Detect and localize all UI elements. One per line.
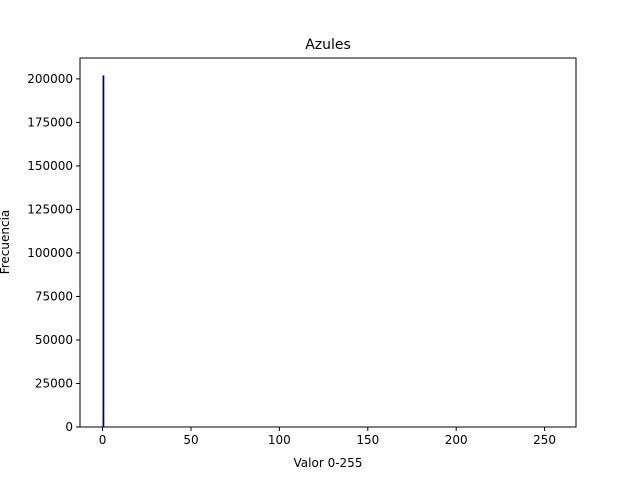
plot-area — [80, 58, 576, 427]
x-tick-label: 250 — [533, 433, 556, 447]
y-tick-label: 200000 — [27, 72, 73, 86]
y-tick-label: 150000 — [27, 159, 73, 173]
x-tick-label: 50 — [183, 433, 198, 447]
y-tick-label: 175000 — [27, 115, 73, 129]
chart-title: Azules — [305, 37, 351, 53]
y-tick-label: 25000 — [35, 376, 73, 390]
y-axis-label: Frecuencia — [0, 210, 12, 275]
y-axis-ticks: 0 25000 50000 75000 100000 125000 150000 175000… — [27, 72, 80, 434]
x-tick-label: 150 — [356, 433, 379, 447]
plot-frame — [79, 57, 577, 428]
x-axis-ticks: 0 50 100 150 200 250 — [99, 427, 556, 447]
x-tick-label: 0 — [99, 433, 107, 447]
bars-group — [102, 75, 105, 427]
y-tick-label: 125000 — [27, 202, 73, 216]
x-axis-label: Valor 0-255 — [294, 456, 363, 470]
y-tick-label: 100000 — [27, 246, 73, 260]
y-tick-label: 50000 — [35, 333, 73, 347]
x-tick-label: 200 — [445, 433, 468, 447]
y-tick-label: 75000 — [35, 289, 73, 303]
y-tick-label: 0 — [65, 420, 73, 434]
x-tick-label: 100 — [268, 433, 291, 447]
histogram-bar-0 — [102, 75, 105, 427]
